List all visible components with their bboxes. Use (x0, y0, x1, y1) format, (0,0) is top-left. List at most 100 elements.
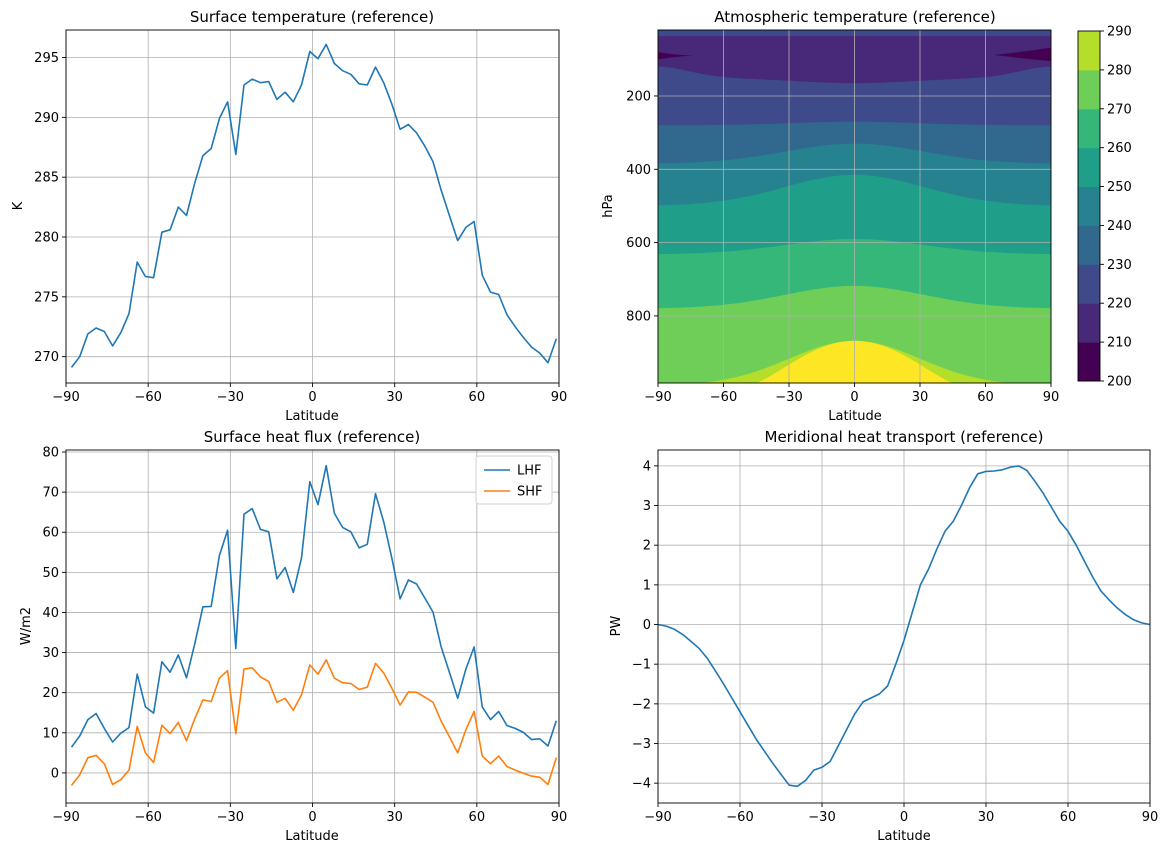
x-tick-label: 90 (1142, 810, 1159, 825)
colorbar-tick-label: 210 (1107, 336, 1132, 351)
legend-label: SHF (517, 485, 543, 500)
plot-frame (65, 29, 560, 384)
colorbar-segment (1078, 342, 1100, 382)
y-axis-label: W/m2 (19, 607, 34, 645)
surface-temperature-panel: Surface temperature (reference) Latitude… (11, 8, 567, 424)
series-line-ts (70, 43, 558, 368)
y-tick-label: 1 (643, 578, 651, 593)
colorbar-tick-label: 200 (1107, 375, 1132, 390)
x-tick-label: 30 (978, 810, 995, 825)
x-tick-label: −30 (775, 390, 802, 405)
panel-title: Surface temperature (reference) (190, 8, 434, 26)
y-tick-label: 275 (34, 290, 59, 305)
legend-box (475, 455, 553, 505)
y-tick-label: 60 (42, 526, 59, 541)
series-line-lhf (70, 464, 558, 748)
x-tick-label: −60 (134, 810, 161, 825)
y-tick-label: 30 (42, 646, 59, 661)
x-tick-label: −90 (52, 810, 79, 825)
colorbar-tick-label: 280 (1107, 63, 1132, 78)
x-tick-label: −30 (808, 810, 835, 825)
y-tick-label: −4 (632, 777, 651, 792)
colorbar-segment (1078, 147, 1100, 188)
panel-title: Meridional heat transport (reference) (765, 428, 1044, 446)
x-tick-label: −90 (644, 390, 671, 405)
y-tick-label: 20 (42, 686, 59, 701)
x-tick-label: 0 (308, 390, 316, 405)
y-tick-label: 4 (643, 459, 651, 474)
x-tick-label: 30 (386, 390, 403, 405)
surface-heat-flux-panel: Surface heat flux (reference) Latitude W… (19, 428, 567, 844)
x-tick-label: 90 (1043, 390, 1060, 405)
x-tick-label: 60 (469, 810, 486, 825)
y-tick-label: 50 (42, 566, 59, 581)
y-tick-label: 400 (626, 163, 651, 178)
colorbar-tick-label: 260 (1107, 141, 1132, 156)
contour-band-200-210 (994, 47, 1051, 62)
y-tick-label: −2 (632, 697, 651, 712)
contour-band-200-210 (658, 51, 693, 60)
colorbar-tick-label: 270 (1107, 102, 1132, 117)
colorbar-tick-label: 240 (1107, 219, 1132, 234)
colorbar-tick-label: 250 (1107, 180, 1132, 195)
meridional-heat-transport-panel: Meridional heat transport (reference) La… (609, 428, 1158, 844)
x-tick-label: 90 (551, 810, 568, 825)
y-axis-label: PW (609, 616, 624, 637)
plot-frame (657, 29, 1052, 384)
y-tick-label: 295 (34, 51, 59, 66)
x-tick-label: −60 (726, 810, 753, 825)
x-axis-label: Latitude (828, 409, 882, 424)
y-tick-label: 290 (34, 111, 59, 126)
y-tick-label: 200 (626, 89, 651, 104)
x-tick-label: −60 (134, 390, 161, 405)
x-tick-label: 60 (469, 390, 486, 405)
y-tick-label: 270 (34, 350, 59, 365)
panel-title: Surface heat flux (reference) (204, 428, 420, 446)
y-tick-label: −1 (632, 658, 651, 673)
x-tick-label: −30 (217, 390, 244, 405)
atmospheric-temperature-panel: Atmospheric temperature (reference) Lati… (601, 8, 1132, 424)
x-tick-label: 30 (912, 390, 929, 405)
x-tick-label: 90 (551, 390, 568, 405)
x-tick-label: 0 (850, 390, 858, 405)
y-tick-label: 0 (643, 618, 651, 633)
plot-frame (657, 449, 1151, 804)
series-line-mht (657, 465, 1151, 788)
x-tick-label: −90 (644, 810, 671, 825)
y-tick-label: 80 (42, 446, 59, 461)
x-tick-label: −60 (710, 390, 737, 405)
y-tick-label: 3 (643, 499, 651, 514)
x-axis-label: Latitude (285, 829, 339, 844)
x-tick-label: 0 (900, 810, 908, 825)
panel-title: Atmospheric temperature (reference) (714, 8, 995, 26)
plot-frame (65, 449, 560, 804)
y-tick-label: 10 (42, 726, 59, 741)
y-tick-label: 285 (34, 171, 59, 186)
x-tick-label: 60 (1060, 810, 1077, 825)
x-tick-label: 30 (386, 810, 403, 825)
y-tick-label: 280 (34, 231, 59, 246)
colorbar-segment (1078, 108, 1100, 149)
y-tick-label: 2 (643, 539, 651, 554)
x-tick-label: 60 (977, 390, 994, 405)
y-tick-label: 70 (42, 486, 59, 501)
series-line-shf (70, 658, 558, 786)
y-tick-label: 0 (51, 766, 59, 781)
x-tick-label: 0 (308, 810, 316, 825)
y-axis-label: K (11, 201, 26, 210)
y-tick-label: 600 (626, 236, 651, 251)
colorbar-tick-label: 230 (1107, 258, 1132, 273)
x-axis-label: Latitude (877, 829, 931, 844)
colorbar-tick-label: 220 (1107, 297, 1132, 312)
y-tick-label: −3 (632, 737, 651, 752)
colorbar-segment (1078, 69, 1100, 110)
colorbar-segment (1078, 225, 1100, 265)
x-axis-label: Latitude (285, 409, 339, 424)
y-tick-label: 800 (626, 309, 651, 324)
x-tick-label: −30 (217, 810, 244, 825)
legend-label: LHF (517, 464, 542, 479)
x-tick-label: −90 (52, 390, 79, 405)
colorbar-tick-label: 290 (1107, 25, 1132, 40)
colorbar-segment (1078, 186, 1100, 226)
